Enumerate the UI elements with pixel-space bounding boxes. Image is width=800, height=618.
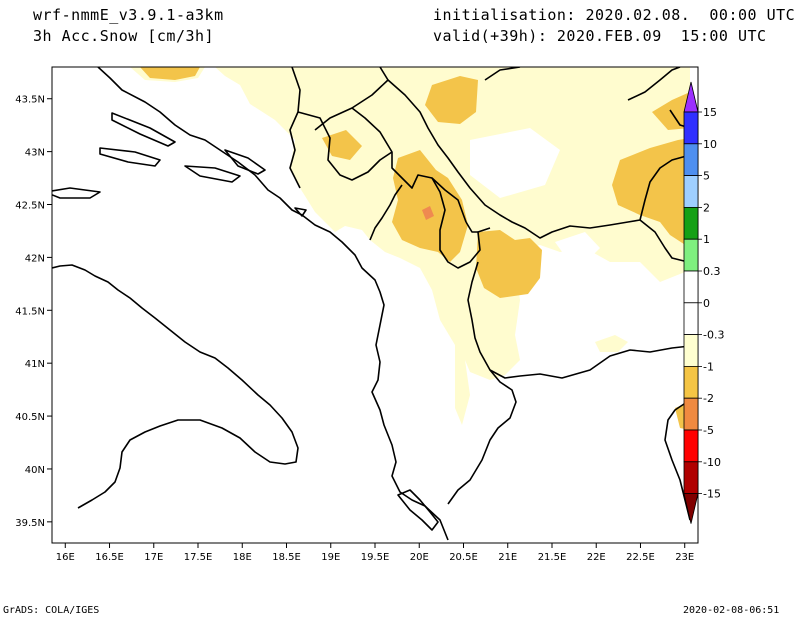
colorbar-segment <box>683 429 699 463</box>
country-border <box>369 184 403 241</box>
adriatic-east-coastline <box>97 67 449 541</box>
snow-area-heavy <box>422 206 434 220</box>
snow-area-moderate <box>140 67 200 80</box>
colorbar-label: 2 <box>703 201 710 214</box>
lon-tick-label: 18E <box>233 552 252 563</box>
colorbar-segment <box>683 461 699 494</box>
colorbar-segment <box>683 111 699 145</box>
lon-tick-label: 20.5E <box>449 552 478 563</box>
lon-tick-label: 16.5E <box>95 552 124 563</box>
grads-credit: GrADS: COLA/IGES <box>3 605 100 616</box>
colorbar-segment <box>683 238 699 272</box>
country-border <box>351 107 467 223</box>
island-outline <box>184 165 241 183</box>
lon-tick-label: 20E <box>410 552 429 563</box>
colorbar-segment <box>683 143 699 177</box>
lon-tick-label: 19E <box>321 552 340 563</box>
model-title: wrf-nmmE_v3.9.1-a3km <box>33 6 224 24</box>
colorbar-label: 1 <box>703 233 710 246</box>
colorbar-label: -0.3 <box>703 329 724 342</box>
lon-tick-label: 22E <box>587 552 606 563</box>
lon-tick-label: 16E <box>56 552 75 563</box>
colorbar-label: 15 <box>703 106 717 119</box>
island-outline <box>294 207 307 217</box>
country-border <box>467 261 691 379</box>
snow-free-area <box>470 128 560 198</box>
lon-tick-label: 17E <box>144 552 163 563</box>
valid-time: valid(+39h): 2020.FEB.09 15:00 UTC <box>433 27 767 45</box>
coastlines-and-borders <box>52 67 691 541</box>
country-border <box>484 67 521 81</box>
colorbar-label: 0 <box>703 297 710 310</box>
lat-tick-label: 39.5N <box>15 518 45 529</box>
colorbar-segment <box>683 270 699 304</box>
colorbar-label: 5 <box>703 170 710 183</box>
lat-tick-label: 41.5N <box>15 306 45 317</box>
country-border <box>639 219 689 263</box>
lon-tick-label: 19.5E <box>361 552 390 563</box>
country-border <box>465 221 478 233</box>
snow-shading <box>130 67 690 430</box>
colorbar-segment <box>683 397 699 431</box>
island-outline <box>52 187 101 199</box>
lon-tick-label: 17.5E <box>184 552 213 563</box>
lat-tick-label: 43N <box>25 148 45 159</box>
colorbar-segment <box>683 175 699 208</box>
lat-tick-label: 43.5N <box>15 95 45 106</box>
country-border <box>447 369 517 505</box>
colorbar: 15 10 5 2 1 0.3 0 -0.3 -1 -2 -5 -10 -15 <box>683 81 724 524</box>
colorbar-segment <box>683 206 699 240</box>
lon-tick-label: 21.5E <box>538 552 567 563</box>
lat-tick-label: 42N <box>25 253 45 264</box>
snow-area-light <box>595 335 628 352</box>
snow-area-moderate <box>322 130 362 160</box>
snow-area-moderate <box>476 230 542 298</box>
country-border <box>297 111 393 181</box>
colorbar-segment <box>683 365 699 399</box>
island-outline <box>224 149 266 175</box>
country-border <box>639 154 691 221</box>
render-timestamp: 2020-02-08-06:51 <box>683 605 780 616</box>
country-border <box>289 67 301 189</box>
snow-area-moderate <box>612 138 690 248</box>
init-time: initialisation: 2020.02.08. 00:00 UTC <box>433 6 796 24</box>
lon-tick-label: 21E <box>498 552 517 563</box>
country-border <box>387 79 641 239</box>
lon-tick-label: 18.5E <box>272 552 301 563</box>
lat-tick-label: 40.5N <box>15 412 45 423</box>
island-outline <box>397 489 439 531</box>
lat-tick-label: 42.5N <box>15 201 45 212</box>
colorbar-label: -2 <box>703 392 714 405</box>
colorbar-label: -10 <box>703 456 721 469</box>
lon-tick-label: 22.5E <box>626 552 655 563</box>
lon-tick-label: 23E <box>675 552 694 563</box>
lat-tick-label: 41N <box>25 359 45 370</box>
colorbar-label: -1 <box>703 360 714 373</box>
longitude-axis: 16E 16.5E 17E 17.5E 18E 18.5E 19E 19.5E 20E 20.5E… <box>56 543 694 563</box>
colorbar-segment <box>683 302 699 335</box>
snow-free-area <box>555 232 600 258</box>
italy-east-coastline <box>52 264 299 509</box>
field-title: 3h Acc.Snow [cm/3h] <box>33 27 215 45</box>
aegean-coastline <box>664 399 691 521</box>
lat-tick-label: 40N <box>25 465 45 476</box>
snow-area-moderate <box>425 76 478 124</box>
colorbar-label: -15 <box>703 488 721 501</box>
colorbar-label: -5 <box>703 424 714 437</box>
country-border <box>431 177 491 269</box>
island-outline <box>99 147 161 167</box>
country-border <box>627 67 681 101</box>
latitude-axis: 43.5N 43N 42.5N 42N 41.5N 41N 40.5N 40N 39.5N <box>15 95 52 529</box>
colorbar-segment <box>683 334 699 367</box>
colorbar-label: 0.3 <box>703 265 721 278</box>
island-outline <box>111 112 176 147</box>
colorbar-label: 10 <box>703 138 717 151</box>
country-border <box>314 67 389 131</box>
colorbar-bottom-arrow <box>683 493 699 524</box>
